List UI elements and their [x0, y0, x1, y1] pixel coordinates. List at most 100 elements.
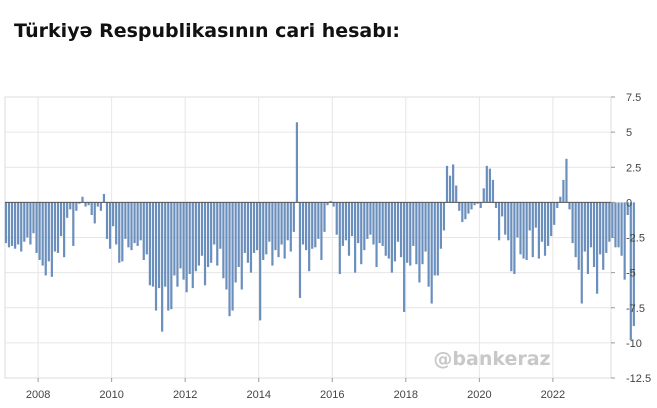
bar: [167, 202, 170, 311]
bar: [280, 202, 283, 245]
bar: [522, 202, 525, 259]
bar: [271, 202, 274, 266]
bar: [265, 202, 268, 255]
bar: [513, 202, 516, 275]
y-tick-label: 2.5: [626, 162, 641, 174]
bar: [219, 202, 222, 249]
bar: [246, 202, 250, 263]
x-tick-label: 2018: [394, 389, 418, 401]
bar: [69, 202, 72, 210]
bar: [378, 202, 381, 244]
watermark-text: @bankeraz: [433, 348, 550, 370]
bar: [476, 202, 479, 204]
bar: [580, 202, 583, 304]
bar: [228, 202, 231, 317]
bar: [464, 202, 467, 220]
bar: [507, 202, 510, 241]
bar: [14, 202, 17, 249]
bar: [142, 202, 145, 260]
bar: [528, 202, 531, 231]
bar: [115, 202, 118, 245]
y-tick-label: 0: [626, 197, 632, 209]
bar: [326, 202, 329, 206]
bar: [194, 202, 197, 272]
bar: [424, 202, 427, 252]
bar: [161, 202, 164, 332]
bar: [553, 202, 556, 225]
bar: [289, 202, 292, 252]
y-tick-label: 7.5: [626, 92, 641, 104]
bar: [90, 202, 93, 216]
bar: [525, 202, 528, 260]
bar: [458, 202, 461, 211]
bar: [586, 202, 590, 275]
bar: [210, 202, 213, 263]
bar: [354, 202, 357, 273]
bars: [4, 122, 635, 341]
bar: [599, 202, 602, 255]
bar: [130, 202, 133, 251]
x-tick-label: 2012: [173, 389, 197, 401]
bar: [372, 202, 375, 245]
bar: [540, 202, 544, 242]
bar: [504, 202, 507, 235]
bar: [427, 202, 430, 287]
bar: [286, 202, 289, 241]
bar: [121, 202, 124, 262]
bar: [485, 165, 488, 203]
bar: [409, 202, 412, 266]
bar: [66, 202, 69, 218]
bar: [154, 202, 158, 311]
bar: [332, 202, 335, 207]
bar: [329, 200, 332, 203]
bar: [531, 202, 534, 258]
bar: [23, 202, 26, 242]
bar: [203, 202, 207, 286]
bar: [436, 202, 439, 276]
bar: [556, 202, 559, 208]
bar: [494, 202, 498, 208]
y-axis-ticks: 7.5 5 2.5 0 -2.5 -5 -7.5 -10 -12.5: [611, 92, 651, 385]
bar: [38, 202, 41, 260]
bar: [455, 185, 458, 203]
bar: [491, 179, 495, 203]
bar: [87, 202, 90, 206]
bar: [216, 202, 219, 266]
x-tick-label: 2008: [26, 389, 50, 401]
bar: [311, 202, 314, 249]
x-axis-ticks: 2008 2010 2012 2014 2016 2018 2020 2022: [26, 378, 565, 401]
bar: [96, 202, 99, 207]
bar: [442, 202, 446, 231]
bar: [595, 202, 599, 294]
bar: [268, 202, 271, 242]
bar: [608, 202, 611, 242]
bar: [259, 202, 262, 321]
bar: [467, 202, 470, 214]
bar: [335, 202, 338, 235]
bar: [222, 202, 225, 279]
bar: [283, 202, 286, 259]
y-tick-label: 5: [626, 127, 632, 139]
bar: [127, 202, 130, 248]
bar: [99, 202, 102, 211]
bar: [430, 202, 433, 304]
bar: [191, 202, 194, 289]
bar: [568, 202, 571, 210]
bar: [32, 202, 35, 234]
bar: [240, 202, 243, 290]
bar: [255, 202, 259, 251]
bar: [102, 193, 106, 203]
bar: [571, 202, 574, 244]
bar: [341, 202, 344, 246]
bar: [418, 202, 421, 283]
bar: [44, 202, 47, 276]
bar: [29, 202, 32, 245]
bar: [620, 202, 623, 256]
bar: [136, 202, 139, 246]
bar: [406, 202, 409, 263]
bar: [200, 202, 204, 256]
bar: [320, 202, 323, 260]
bar: [7, 202, 11, 248]
bar: [108, 202, 112, 249]
